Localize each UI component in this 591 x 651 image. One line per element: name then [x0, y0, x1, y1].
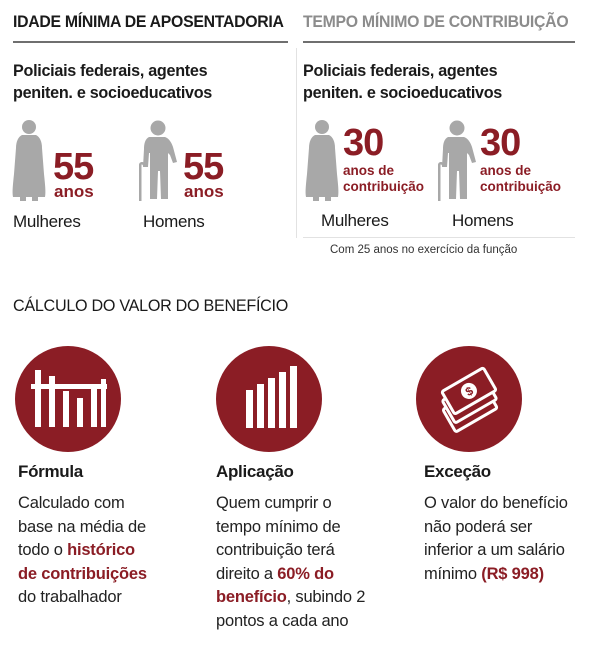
- exception-line: mínimo: [424, 564, 482, 583]
- left-group-title-line2: peniten. e socioeducativos: [13, 83, 213, 102]
- application-badge: [216, 346, 322, 452]
- exception-line: inferior a um salário: [424, 541, 565, 559]
- exception-badge: $: [416, 346, 522, 452]
- left-women-age: 55: [53, 146, 94, 188]
- right-men-unit-line2: contribuição: [480, 179, 562, 194]
- right-women-unit-line1: anos de: [343, 163, 395, 178]
- application-line: , subindo 2: [286, 588, 366, 606]
- header-min-age: IDADE MÍNIMA DE APOSENTADORIA: [13, 12, 284, 31]
- formula-line: Calculado com: [18, 494, 125, 512]
- application-title: Aplicação: [216, 462, 294, 481]
- elderly-woman-icon: [305, 120, 339, 201]
- money-icon: $: [440, 366, 499, 433]
- header-rule-left: [13, 41, 288, 43]
- formula-badge: [15, 346, 121, 452]
- application-line: pontos a cada ano: [216, 611, 349, 630]
- exception-line: O valor do benefício: [424, 494, 568, 512]
- right-men-label: Homens: [452, 211, 514, 230]
- formula-text: Calculado com base na média de todo o hi…: [18, 492, 198, 610]
- right-group-title-line1: Policiais federais, agentes: [303, 61, 498, 80]
- left-women-unit: anos: [54, 182, 94, 201]
- right-group-note: Com 25 anos no exercício da função: [330, 244, 518, 256]
- formula-title: Fórmula: [18, 462, 83, 481]
- bar-chart-icon: [31, 370, 107, 427]
- section-title: CÁLCULO DO VALOR DO BENEFÍCIO: [13, 296, 289, 315]
- right-women-years: 30: [343, 122, 384, 164]
- left-group-title-line1: Policiais federais, agentes: [13, 61, 208, 80]
- right-women-unit-line2: contribuição: [343, 179, 425, 194]
- left-women-label: Mulheres: [13, 212, 81, 231]
- header-min-contribution: TEMPO MÍNIMO DE CONTRIBUIÇÃO: [303, 12, 569, 31]
- exception-highlight: (R$ 998): [481, 564, 544, 583]
- application-line: Quem cumprir o: [216, 494, 332, 512]
- right-group-title-line2: peniten. e socioeducativos: [303, 83, 503, 102]
- right-men-years: 30: [480, 122, 521, 164]
- left-men-age: 55: [183, 146, 224, 188]
- elderly-man-with-cane-icon: [438, 120, 476, 201]
- right-group-title: Policiais federais, agentes peniten. e s…: [303, 60, 502, 104]
- application-highlight: 60% do: [277, 564, 334, 583]
- application-text: Quem cumprir o tempo mínimo de contribui…: [216, 492, 406, 633]
- application-line: contribuição terá: [216, 541, 335, 559]
- right-women-label: Mulheres: [321, 211, 389, 230]
- header-rule-right: [303, 41, 575, 43]
- elderly-man-with-cane-icon: [139, 120, 177, 201]
- application-highlight: benefício: [216, 588, 287, 606]
- rising-bars-icon: [246, 366, 297, 428]
- formula-line: do trabalhador: [18, 588, 122, 606]
- column-divider: [296, 48, 297, 238]
- right-men-unit-line1: anos de: [480, 163, 532, 178]
- exception-text: O valor do benefício não poderá ser infe…: [424, 492, 589, 586]
- application-line: tempo mínimo de: [216, 517, 341, 536]
- formula-highlight: de contribuições: [18, 564, 147, 583]
- formula-line: base na média de: [18, 517, 146, 536]
- left-group-title: Policiais federais, agentes peniten. e s…: [13, 60, 212, 104]
- application-line: direito a: [216, 564, 278, 583]
- formula-highlight: histórico: [67, 541, 135, 559]
- exception-title: Exceção: [424, 462, 491, 481]
- exception-line: não poderá ser: [424, 517, 533, 536]
- elderly-woman-icon: [12, 120, 46, 201]
- left-men-unit: anos: [184, 182, 224, 201]
- formula-line: todo o: [18, 541, 68, 559]
- left-men-label: Homens: [143, 212, 205, 231]
- right-bottom-rule: [303, 237, 575, 238]
